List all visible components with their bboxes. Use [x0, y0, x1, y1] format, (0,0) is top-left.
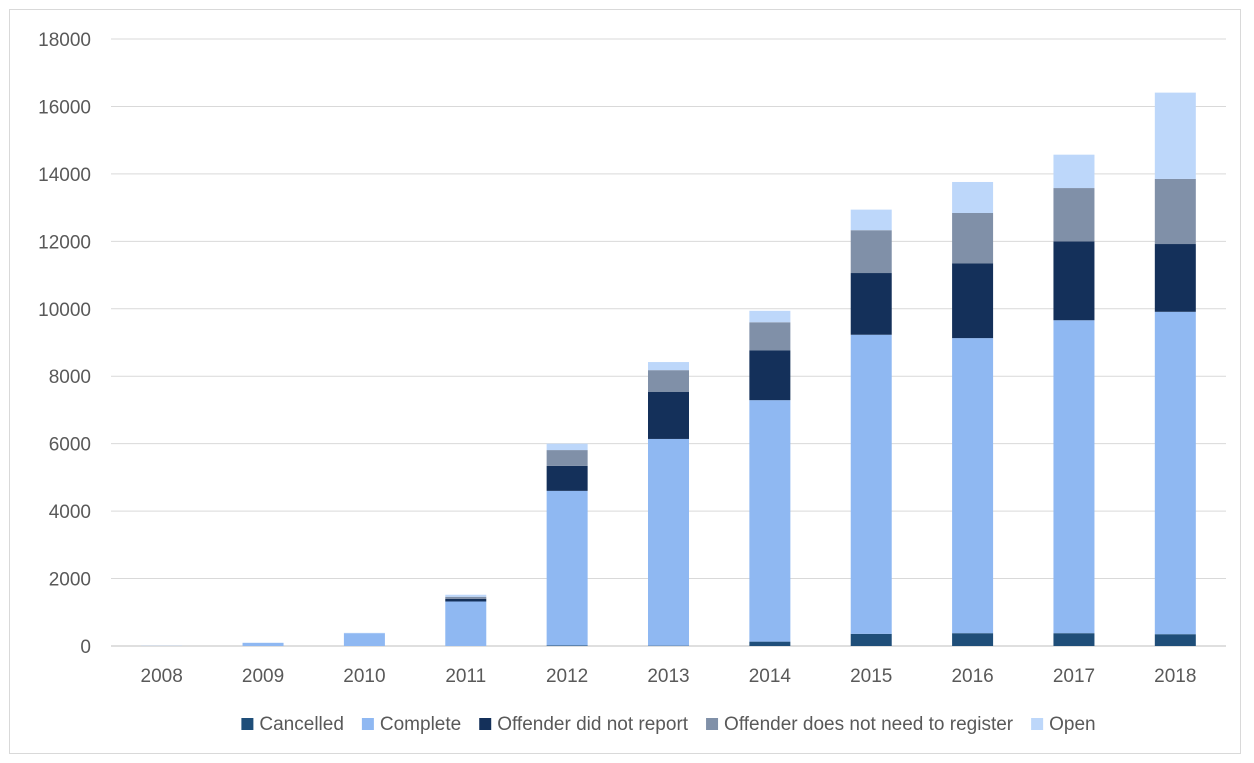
bar-segment-complete [749, 400, 791, 642]
bar-stack-2009 [242, 642, 284, 646]
bar-stack-2013 [648, 362, 689, 646]
x-tick-label: 2011 [445, 666, 486, 687]
x-tick-label: 2016 [951, 666, 993, 687]
bar-segment-complete [445, 601, 487, 646]
bar-segment-complete [343, 633, 385, 646]
bar-segment-complete [648, 438, 689, 646]
legend-label: Offender did not report [497, 714, 689, 735]
x-tick-label: 2012 [546, 666, 588, 687]
bar-segment-offender-did-not-report [850, 273, 892, 335]
legend-item: Cancelled [241, 714, 344, 735]
bar-segment-offender-did-not-report [952, 263, 994, 339]
bar-segment-offender-did-not-report [1154, 244, 1196, 312]
bar-stack-2015 [850, 209, 892, 646]
bar-stack-2016 [952, 181, 994, 646]
bar-stack-2011 [445, 594, 487, 646]
bar-stack-2017 [1053, 154, 1095, 646]
y-tick-label: 6000 [49, 435, 91, 456]
x-tick-label: 2008 [141, 666, 183, 687]
stacked-bar-chart: 0 2000 4000 6000 8000 10000 12000 14000 16000 180… [38, 30, 1226, 735]
x-tick-label: 2014 [749, 666, 792, 687]
y-tick-label: 8000 [49, 367, 91, 388]
y-tick-label: 14000 [38, 165, 91, 186]
x-tick-label: 2010 [343, 666, 385, 687]
bar-segment-complete [952, 338, 994, 634]
legend: Cancelled Complete Offender did not report… [241, 714, 1096, 735]
legend-item: Offender does not need to register [706, 714, 1014, 735]
y-tick-label: 4000 [49, 502, 91, 523]
bar-segment-cancelled [850, 633, 892, 646]
bar-segment-open [546, 443, 588, 451]
bar-segment-complete [1154, 311, 1196, 635]
bar-segment-offender-does-not-need-to-register [445, 596, 487, 599]
x-tick-label: 2018 [1154, 666, 1196, 687]
bar-segment-offender-does-not-need-to-register [1053, 188, 1095, 242]
bar-segment-open [445, 594, 487, 597]
bar-stack-2012 [546, 443, 588, 646]
x-axis-tick-labels: 2008 2009 2010 2011 2012 2013 2014 2015 2016 2017… [141, 666, 1197, 687]
bar-stack-2018 [1154, 92, 1196, 646]
bar-segment-complete [850, 334, 892, 634]
y-tick-label: 0 [80, 637, 91, 658]
bar-segment-offender-did-not-report [445, 598, 487, 602]
bar-segment-complete [546, 490, 588, 646]
bar-segment-offender-does-not-need-to-register [546, 450, 588, 466]
y-tick-label: 18000 [38, 30, 91, 51]
bar-segment-open [850, 209, 892, 231]
bar-stack-2010 [343, 632, 385, 646]
bar-stack-2014 [749, 310, 791, 646]
bar-segment-cancelled [749, 641, 791, 646]
bar-segment-complete [242, 642, 284, 646]
x-tick-label: 2009 [242, 666, 284, 687]
bar-segment-complete [1053, 320, 1095, 634]
bar-segment-offender-did-not-report [648, 391, 689, 439]
y-tick-label: 10000 [38, 300, 91, 321]
bar-segment-offender-does-not-need-to-register [749, 322, 791, 351]
bar-segment-offender-does-not-need-to-register [850, 230, 892, 274]
bar-segment-offender-does-not-need-to-register [1154, 178, 1196, 245]
bar-segment-offender-does-not-need-to-register [952, 213, 994, 264]
x-tick-label: 2013 [647, 666, 689, 687]
bar-segment-open [749, 310, 791, 323]
legend-item: Offender did not report [479, 714, 689, 735]
legend-swatch [361, 718, 374, 730]
bar-segment-open [1154, 92, 1196, 179]
legend-item: Complete [361, 714, 461, 735]
bar-segment-open [648, 362, 689, 371]
x-tick-label: 2015 [850, 666, 892, 687]
bar-segment-offender-did-not-report [749, 350, 791, 401]
bars [141, 92, 1196, 646]
y-tick-label: 12000 [38, 232, 91, 253]
legend-swatch [241, 718, 254, 730]
chart-frame: 0 2000 4000 6000 8000 10000 12000 14000 16000 180… [9, 9, 1241, 754]
bar-segment-cancelled [1053, 633, 1095, 646]
bar-segment-open [952, 181, 994, 214]
legend-label: Complete [380, 714, 461, 735]
bar-segment-cancelled [952, 633, 994, 646]
y-axis-tick-labels: 0 2000 4000 6000 8000 10000 12000 14000 16000 180… [38, 30, 91, 658]
legend-label: Offender does not need to register [724, 714, 1014, 735]
bar-segment-offender-did-not-report [1053, 241, 1095, 321]
legend-item: Open [1031, 714, 1096, 735]
bar-segment-open [1053, 154, 1095, 189]
bar-segment-cancelled [1154, 634, 1196, 646]
x-tick-label: 2017 [1053, 666, 1095, 687]
legend-label: Open [1049, 714, 1095, 735]
legend-swatch [706, 718, 719, 730]
bar-segment-cancelled [546, 645, 588, 646]
y-tick-label: 16000 [38, 97, 91, 118]
bar-segment-offender-did-not-report [546, 465, 588, 491]
bar-segment-offender-does-not-need-to-register [648, 370, 689, 392]
legend-swatch [479, 718, 492, 730]
legend-swatch [1031, 718, 1044, 730]
y-tick-label: 2000 [49, 570, 91, 591]
legend-label: Cancelled [259, 714, 344, 735]
